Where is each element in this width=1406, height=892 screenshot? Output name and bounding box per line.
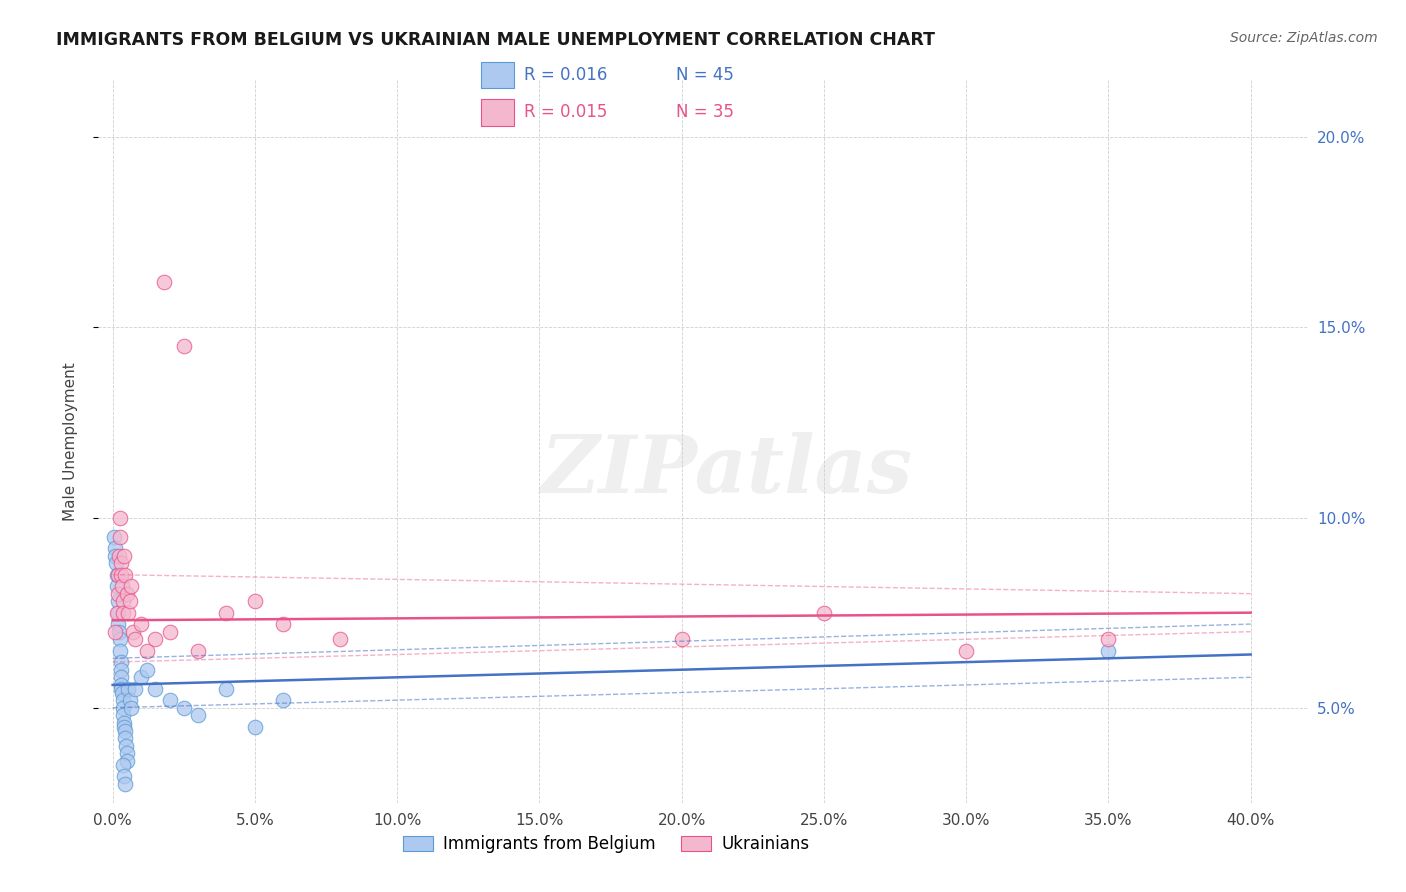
Point bbox=[135, 643, 157, 657]
Point bbox=[115, 587, 138, 601]
Point bbox=[110, 556, 132, 570]
Point bbox=[129, 670, 152, 684]
Point bbox=[273, 617, 295, 632]
Point bbox=[107, 594, 129, 608]
Point bbox=[111, 693, 134, 707]
Point bbox=[112, 708, 135, 723]
Point bbox=[173, 700, 195, 714]
Point bbox=[135, 663, 157, 677]
Point bbox=[173, 339, 195, 353]
Point bbox=[124, 632, 146, 647]
Point bbox=[111, 594, 134, 608]
Point bbox=[103, 530, 125, 544]
Point bbox=[115, 747, 138, 761]
Point bbox=[243, 720, 266, 734]
Text: IMMIGRANTS FROM BELGIUM VS UKRAINIAN MALE UNEMPLOYMENT CORRELATION CHART: IMMIGRANTS FROM BELGIUM VS UKRAINIAN MAL… bbox=[56, 31, 935, 49]
Point bbox=[105, 606, 128, 620]
Point bbox=[105, 556, 128, 570]
Point bbox=[112, 720, 135, 734]
Point bbox=[153, 275, 176, 289]
Point bbox=[107, 587, 129, 601]
Text: ZIPatlas: ZIPatlas bbox=[541, 432, 914, 509]
Point bbox=[121, 624, 143, 639]
Point bbox=[143, 632, 166, 647]
Point bbox=[114, 567, 136, 582]
Bar bbox=[481, 99, 515, 126]
Point bbox=[114, 777, 136, 791]
Point bbox=[105, 579, 128, 593]
Point bbox=[112, 549, 135, 563]
Text: N = 35: N = 35 bbox=[676, 103, 734, 121]
Point bbox=[110, 663, 132, 677]
Point bbox=[215, 681, 238, 696]
Point bbox=[114, 723, 136, 738]
Point bbox=[110, 655, 132, 669]
Text: R = 0.016: R = 0.016 bbox=[524, 66, 607, 84]
Point bbox=[111, 700, 134, 714]
Point bbox=[107, 567, 129, 582]
Point bbox=[124, 681, 146, 696]
Point bbox=[104, 624, 127, 639]
Point bbox=[955, 643, 977, 657]
Point bbox=[108, 549, 131, 563]
Point bbox=[129, 617, 152, 632]
Point bbox=[108, 643, 131, 657]
Point bbox=[111, 579, 134, 593]
Point bbox=[112, 715, 135, 730]
Text: Source: ZipAtlas.com: Source: ZipAtlas.com bbox=[1230, 31, 1378, 45]
Point bbox=[329, 632, 352, 647]
Point bbox=[112, 769, 135, 783]
Point bbox=[273, 693, 295, 707]
Point bbox=[115, 739, 138, 753]
Text: N = 45: N = 45 bbox=[676, 66, 734, 84]
Point bbox=[107, 617, 129, 632]
Point bbox=[111, 757, 134, 772]
Point bbox=[117, 681, 139, 696]
Legend: Immigrants from Belgium, Ukrainians: Immigrants from Belgium, Ukrainians bbox=[396, 828, 815, 860]
Text: R = 0.015: R = 0.015 bbox=[524, 103, 607, 121]
Point bbox=[110, 567, 132, 582]
Point bbox=[110, 681, 132, 696]
Point bbox=[111, 685, 134, 699]
Point bbox=[108, 624, 131, 639]
Point bbox=[215, 606, 238, 620]
Point bbox=[110, 678, 132, 692]
Point bbox=[159, 624, 181, 639]
Point bbox=[118, 594, 141, 608]
Point bbox=[104, 549, 127, 563]
Point bbox=[120, 579, 142, 593]
Point bbox=[117, 606, 139, 620]
Point bbox=[108, 510, 131, 524]
Point bbox=[115, 754, 138, 768]
Point bbox=[110, 670, 132, 684]
Bar bbox=[481, 62, 515, 88]
Point bbox=[120, 700, 142, 714]
Point bbox=[1097, 632, 1119, 647]
Point bbox=[107, 606, 129, 620]
Point bbox=[159, 693, 181, 707]
Point bbox=[143, 681, 166, 696]
Point bbox=[114, 731, 136, 746]
Point bbox=[108, 632, 131, 647]
Point bbox=[1097, 643, 1119, 657]
Point bbox=[243, 594, 266, 608]
Point bbox=[187, 643, 209, 657]
Y-axis label: Male Unemployment: Male Unemployment bbox=[63, 362, 77, 521]
Point bbox=[671, 632, 693, 647]
Point bbox=[187, 708, 209, 723]
Point bbox=[112, 606, 135, 620]
Point bbox=[104, 541, 127, 555]
Point bbox=[813, 606, 835, 620]
Point bbox=[118, 693, 141, 707]
Point bbox=[105, 567, 128, 582]
Point bbox=[108, 530, 131, 544]
